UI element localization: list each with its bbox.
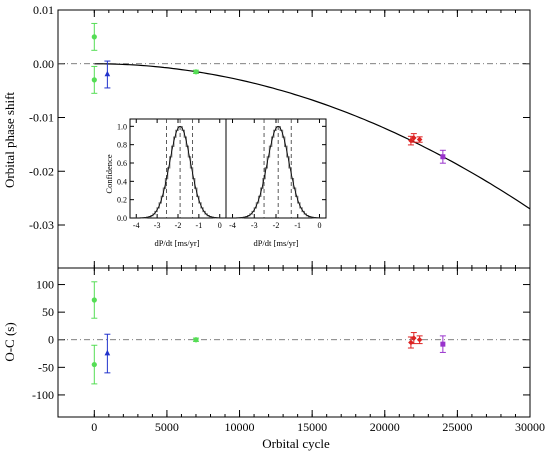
top-data-point [193,69,199,75]
inset-ytick-label: 1.0 [117,122,127,131]
inset-xtick-label: 0 [218,221,222,230]
top-data-point [416,136,423,143]
bottom-frame [57,267,531,418]
bottom-ytick-label: 100 [36,278,54,292]
inset-xtick-label: -1 [294,221,301,230]
inset-frame [129,118,227,219]
inset-xtick-label: -3 [251,221,258,230]
inset-xtick-label: -3 [154,221,161,230]
inset-right-xlabel: dP/dt [ms/yr] [253,238,298,248]
bottom-ytick-label: 50 [42,305,54,319]
top-fit-curve [94,63,531,210]
inset-xtick-label: -1 [196,221,203,230]
inset-xtick-label: 0 [317,221,321,230]
bottom-xlabel: Orbital cycle [262,436,330,451]
inset-xtick-label: -4 [133,221,140,230]
inset-ytick-label: 0.2 [117,196,127,205]
bottom-xtick-label: 20000 [370,420,400,434]
top-ytick-label: -0.03 [29,218,54,232]
bottom-data-point [104,349,111,356]
inset-fit-curve [226,125,326,219]
top-data-point [440,154,446,160]
inset-ylabel: Confidence [104,154,114,193]
bottom-xtick-label: 10000 [225,420,255,434]
bottom-ylabel: O-C (s) [2,322,17,361]
bottom-xtick-label: 15000 [297,420,327,434]
inset-ytick-label: 0.0 [117,214,127,223]
inset-xtick-label: -2 [273,221,280,230]
top-ytick-label: 0.01 [33,3,54,17]
top-ytick-label: 0.00 [33,57,54,71]
top-data-point [411,135,417,141]
bottom-data-point [91,361,97,368]
bottom-data-point [416,336,423,343]
bottom-ytick-label: -100 [32,388,54,402]
bottom-ytick-label: 0 [48,333,54,347]
top-ytick-label: -0.01 [29,111,54,125]
inset-ytick-label: 0.6 [117,159,127,168]
bottom-ytick-label: -50 [38,360,54,374]
inset-left-xlabel: dP/dt [ms/yr] [154,238,199,248]
bottom-xtick-label: 5000 [155,420,179,434]
inset-fit-curve [130,125,226,219]
inset-xtick-label: -4 [229,221,236,230]
bottom-data-point [411,335,417,341]
bottom-xtick-label: 0 [91,420,97,434]
top-data-point [91,34,97,40]
top-data-point [104,70,111,77]
inset-frame [225,118,327,219]
inset-ytick-label: 0.8 [117,141,127,150]
bottom-xtick-label: 25000 [442,420,472,434]
top-ytick-label: -0.02 [29,164,54,178]
bottom-data-point [440,341,446,347]
bottom-data-point [193,337,199,343]
bottom-data-point [408,339,414,346]
top-data-point [408,137,414,144]
bottom-data-point [91,297,97,303]
top-ylabel: Orbital phase shift [2,92,17,188]
inset-ytick-label: 0.4 [117,177,127,186]
bottom-xtick-label: 30000 [515,420,545,434]
inset-xtick-label: -2 [175,221,182,230]
plot-layer: 0.010.00-0.01-0.02-0.030 5000 10000 15000 20… [29,3,545,434]
top-data-point [91,77,97,83]
